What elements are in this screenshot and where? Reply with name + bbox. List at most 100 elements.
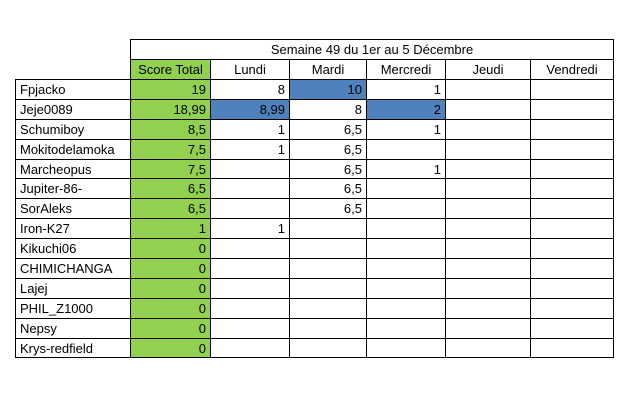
day-score-cell[interactable] [289, 297, 367, 319]
day-score-cell[interactable] [289, 277, 367, 299]
day-score-cell[interactable]: 8,99 [210, 98, 290, 120]
day-score-cell[interactable] [289, 238, 367, 260]
day-score-cell[interactable] [210, 337, 290, 359]
day-score-cell[interactable] [529, 297, 615, 319]
day-score-cell[interactable] [366, 218, 446, 240]
player-name-cell[interactable]: Jupiter-86- [15, 178, 131, 200]
day-score-cell[interactable] [529, 138, 615, 160]
day-score-cell[interactable] [210, 277, 290, 299]
score-total-cell[interactable]: 19 [130, 79, 211, 100]
score-total-cell[interactable]: 0 [130, 337, 211, 359]
day-score-cell[interactable] [289, 218, 367, 240]
day-score-cell[interactable] [210, 158, 290, 180]
day-score-cell[interactable] [529, 158, 615, 180]
day-score-cell[interactable] [210, 297, 290, 319]
day-score-cell[interactable] [210, 178, 290, 200]
day-score-cell[interactable] [445, 98, 531, 120]
day-score-cell[interactable]: 6,5 [289, 138, 367, 160]
day-score-cell[interactable] [445, 118, 531, 140]
player-name-cell[interactable]: CHIMICHANGA [15, 258, 131, 279]
day-score-cell[interactable] [529, 277, 615, 299]
column-header-lundi[interactable]: Lundi [210, 59, 290, 80]
day-score-cell[interactable] [529, 198, 615, 220]
score-total-cell[interactable]: 0 [130, 238, 211, 260]
day-score-cell[interactable] [529, 98, 615, 120]
day-score-cell[interactable]: 6,5 [289, 178, 367, 200]
day-score-cell[interactable] [445, 277, 531, 299]
day-score-cell[interactable]: 1 [210, 118, 290, 140]
day-score-cell[interactable] [366, 277, 446, 299]
day-score-cell[interactable] [529, 79, 615, 100]
score-total-cell[interactable]: 6,5 [130, 178, 211, 200]
day-score-cell[interactable] [445, 158, 531, 180]
score-total-cell[interactable]: 8,5 [130, 118, 211, 140]
day-score-cell[interactable] [445, 218, 531, 240]
score-total-cell[interactable]: 7,5 [130, 158, 211, 180]
day-score-cell[interactable]: 1 [210, 138, 290, 160]
day-score-cell[interactable]: 1 [366, 79, 446, 100]
day-score-cell[interactable]: 6,5 [289, 118, 367, 140]
player-name-cell[interactable]: Marcheopus [15, 158, 131, 180]
score-total-cell[interactable]: 1 [130, 218, 211, 240]
score-total-cell[interactable]: 0 [130, 317, 211, 339]
column-header-mercredi[interactable]: Mercredi [366, 59, 446, 80]
day-score-cell[interactable]: 1 [366, 158, 446, 180]
score-total-cell[interactable]: 0 [130, 297, 211, 319]
day-score-cell[interactable] [445, 238, 531, 260]
day-score-cell[interactable] [366, 337, 446, 359]
day-score-cell[interactable] [445, 178, 531, 200]
day-score-cell[interactable] [289, 258, 367, 279]
score-total-cell[interactable]: 0 [130, 258, 211, 279]
day-score-cell[interactable] [529, 238, 615, 260]
day-score-cell[interactable] [529, 118, 615, 140]
column-header-vendredi[interactable]: Vendredi [529, 59, 615, 80]
day-score-cell[interactable] [529, 317, 615, 339]
day-score-cell[interactable] [445, 337, 531, 359]
day-score-cell[interactable]: 6,5 [289, 198, 367, 220]
day-score-cell[interactable] [289, 337, 367, 359]
day-score-cell[interactable]: 1 [210, 218, 290, 240]
day-score-cell[interactable] [445, 138, 531, 160]
day-score-cell[interactable] [529, 258, 615, 279]
day-score-cell[interactable]: 8 [289, 98, 367, 120]
player-name-cell[interactable]: Mokitodelamoka [15, 138, 131, 160]
day-score-cell[interactable] [445, 297, 531, 319]
day-score-cell[interactable] [289, 317, 367, 339]
column-header-score-total[interactable]: Score Total [130, 59, 211, 80]
column-header-jeudi[interactable]: Jeudi [445, 59, 531, 80]
day-score-cell[interactable] [366, 138, 446, 160]
day-score-cell[interactable] [445, 79, 531, 100]
day-score-cell[interactable] [210, 317, 290, 339]
score-total-cell[interactable]: 7,5 [130, 138, 211, 160]
player-name-cell[interactable]: Schumiboy [15, 118, 131, 140]
day-score-cell[interactable] [210, 258, 290, 279]
week-title-cell[interactable]: Semaine 49 du 1er au 5 Décembre [129, 39, 615, 60]
day-score-cell[interactable] [445, 198, 531, 220]
player-name-cell[interactable]: Iron-K27 [15, 218, 131, 240]
day-score-cell[interactable] [366, 238, 446, 260]
day-score-cell[interactable] [445, 258, 531, 279]
player-name-cell[interactable]: PHIL_Z1000 [15, 297, 131, 319]
day-score-cell[interactable]: 8 [210, 79, 290, 100]
day-score-cell[interactable] [366, 198, 446, 220]
score-total-cell[interactable]: 0 [130, 277, 211, 299]
day-score-cell[interactable] [366, 178, 446, 200]
day-score-cell[interactable] [529, 178, 615, 200]
day-score-cell[interactable]: 1 [366, 118, 446, 140]
player-name-cell[interactable]: Lajej [15, 277, 131, 299]
day-score-cell[interactable] [529, 337, 615, 359]
score-total-cell[interactable]: 18,99 [130, 98, 211, 120]
day-score-cell[interactable] [210, 238, 290, 260]
player-name-cell[interactable]: Kikuchi06 [15, 238, 131, 260]
player-name-cell[interactable]: Krys-redfield [15, 337, 131, 359]
player-name-cell[interactable]: Jeje0089 [15, 98, 131, 120]
day-score-cell[interactable] [210, 198, 290, 220]
day-score-cell[interactable] [366, 258, 446, 279]
day-score-cell[interactable] [366, 297, 446, 319]
player-name-cell[interactable]: Nepsy [15, 317, 131, 339]
player-name-cell[interactable]: SorAleks [15, 198, 131, 220]
day-score-cell[interactable]: 10 [289, 79, 367, 100]
score-total-cell[interactable]: 6,5 [130, 198, 211, 220]
player-name-cell[interactable]: Fpjacko [15, 79, 131, 100]
day-score-cell[interactable]: 6,5 [289, 158, 367, 180]
